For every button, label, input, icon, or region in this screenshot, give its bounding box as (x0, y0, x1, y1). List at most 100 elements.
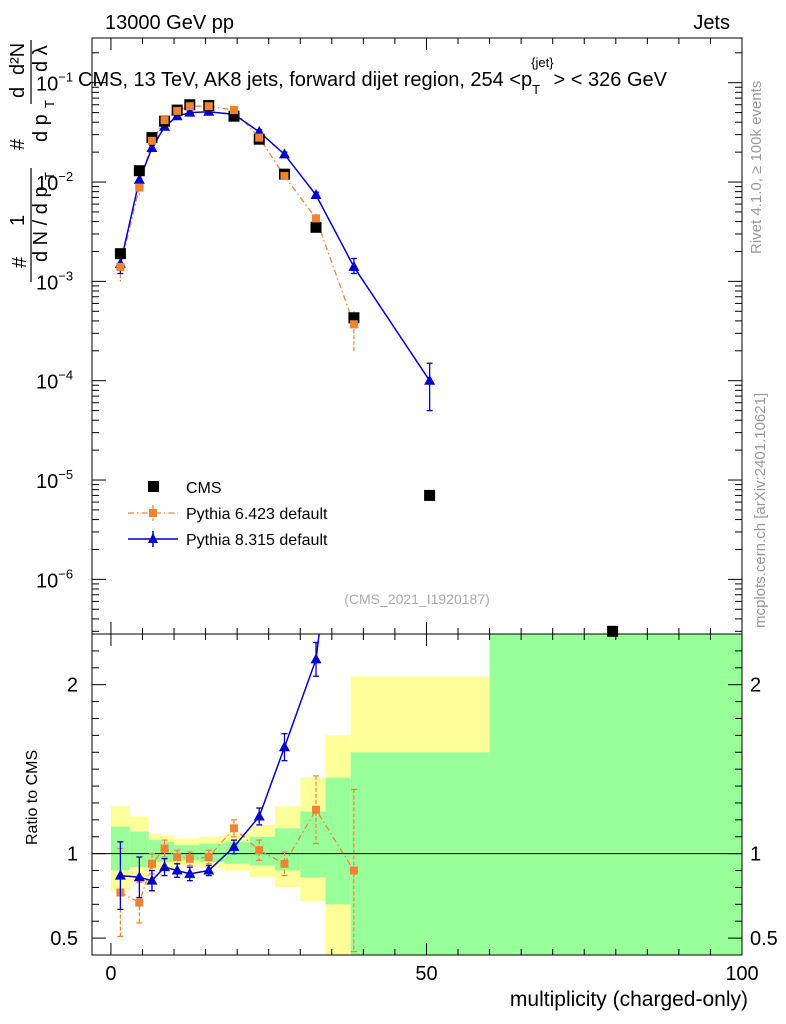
ylabel-part-j: d λ (30, 45, 52, 72)
pythia8-ratio-point (203, 864, 215, 875)
tick-base: 10 (36, 272, 58, 294)
main-plot-frame: 10−610−510−410−310−210−1 (36, 37, 743, 635)
main-y-tick-label: 10−4 (36, 368, 73, 394)
pythia8-point (278, 148, 290, 159)
pythia8-ratio-point (184, 867, 196, 878)
main-y-axis-label: # 1 d N / d p T # d p T d d²N d λ (7, 40, 57, 282)
pythia6-point-overlay (185, 102, 194, 111)
tick-exponent: −3 (58, 268, 73, 283)
cms-data-point (114, 248, 126, 260)
pythia8-ratio-point (278, 741, 290, 752)
pythia6-ratio-point (135, 898, 144, 907)
pythia8-ratio-point (146, 874, 158, 885)
tick-exponent: −5 (58, 467, 73, 482)
pythia6-point-overlay (147, 136, 156, 145)
x-axis-label: multiplicity (charged-only) (510, 988, 748, 1011)
x-tick-label: 0 (105, 963, 116, 985)
pythia6-ratio-point (312, 805, 321, 814)
pythia8-point (424, 374, 436, 385)
ratio-y-axis-label: Ratio to CMS (24, 750, 41, 845)
main-y-tick-label: 10−3 (36, 268, 73, 294)
ylabel-part-c: d N / d p (30, 186, 52, 262)
ratio-plot-frame: 0 50 100 0.5 0.5 1 1 2 2 (50, 633, 778, 985)
pythia6-point-overlay (116, 262, 125, 271)
pythia6-ratio-point (204, 853, 213, 862)
ratio-y-tick-label-right: 2 (750, 675, 761, 697)
cms-data-point (228, 110, 240, 122)
pythia8-point (133, 173, 145, 184)
legend-label-cms: CMS (186, 480, 222, 497)
ratio-y-tick-label-right: 0.5 (750, 928, 778, 950)
pythia8-point (348, 260, 360, 271)
pythia6-point-overlay (229, 106, 238, 115)
pythia8-line (119, 110, 431, 382)
ratio-plot-series (114, 634, 358, 953)
pythia6-ratio-point (160, 844, 169, 853)
legend-marker-cms (148, 481, 159, 492)
x-tick-label: 100 (725, 963, 758, 985)
main-y-tick-label: 10−6 (36, 566, 73, 592)
ratio-band-green (129, 831, 149, 868)
legend: CMS Pythia 6.423 default Pythia 8.315 de… (128, 480, 328, 549)
pythia6-point-overlay (312, 214, 321, 223)
pythia6-ratio-point (147, 859, 156, 868)
main-y-tick-label: 10−1 (36, 70, 73, 96)
chart-title-sub: T (532, 82, 540, 97)
chart-title: CMS, 13 TeV, AK8 jets, forward dijet reg… (78, 55, 668, 97)
ylabel-part-e: # (7, 138, 29, 150)
main-plot-series (114, 99, 619, 637)
pythia6-ratio-point (173, 853, 182, 862)
legend-label-pythia6: Pythia 6.423 default (186, 506, 328, 523)
ratio-band-green (148, 840, 162, 863)
pythia6-point-overlay (255, 133, 264, 142)
pythia8-ratio-point (159, 861, 171, 872)
ylabel-part-f: d p (30, 114, 52, 142)
tick-exponent: −2 (58, 169, 73, 184)
pythia8-ratio-point (114, 869, 126, 880)
chart-title-tail: > < 326 GeV (554, 69, 668, 91)
chart-title-main: CMS, 13 TeV, AK8 jets, forward dijet reg… (78, 69, 532, 91)
pythia8-ratio-point (228, 840, 240, 851)
legend-label-pythia8: Pythia 8.315 default (186, 532, 328, 549)
pythia6-point-overlay (160, 116, 169, 125)
cms-data-point (348, 312, 360, 324)
ratio-plot-border (91, 633, 743, 956)
legend-marker-pythia6 (149, 509, 157, 517)
ylabel-part-d: T (42, 172, 57, 180)
pythia8-ratio-point (310, 653, 322, 664)
pythia6-ratio-point (185, 854, 194, 863)
pythia6-ratio-point (229, 824, 238, 833)
x-tick-label: 50 (415, 963, 437, 985)
ratio-band-green (300, 811, 326, 878)
chart-title-sup: {jet} (531, 55, 554, 70)
cms-data-point (607, 625, 619, 637)
pythia8-ratio-point (171, 864, 183, 875)
pythia6-point-overlay (173, 106, 182, 115)
pythia6-ratio-point (255, 846, 264, 855)
cms-data-point (310, 221, 322, 233)
pythia8-point (310, 189, 322, 200)
pythia6-point-overlay (280, 172, 289, 181)
pythia6-point-overlay (349, 320, 358, 329)
pythia6-point-overlay (135, 183, 144, 192)
tick-base: 10 (36, 372, 58, 394)
ratio-y-tick-label: 2 (67, 675, 78, 697)
tick-base: 10 (36, 471, 58, 493)
ylabel-part-h: d (7, 87, 29, 98)
tick-base: 10 (36, 570, 58, 592)
header-right-label: Jets (693, 12, 730, 34)
pythia8-ratio-group (114, 634, 322, 911)
ratio-y-tick-label: 1 (67, 844, 78, 866)
header-left-label: 13000 GeV pp (105, 12, 234, 34)
tick-exponent: −4 (58, 368, 73, 383)
analysis-id-label: (CMS_2021_I1920187) (344, 591, 490, 607)
tick-exponent: −1 (58, 70, 73, 85)
mcplots-side-label: mcplots.cern.ch [arXiv:2401.10621] (752, 393, 769, 628)
pythia8-point (184, 106, 196, 117)
pythia6-ratio-point (349, 866, 358, 875)
rivet-side-label: Rivet 4.1.0, ≥ 100k events (748, 81, 765, 254)
pythia6-point-overlay (204, 102, 213, 111)
pythia8-ratio-point (133, 871, 145, 882)
tick-base: 10 (36, 173, 58, 195)
